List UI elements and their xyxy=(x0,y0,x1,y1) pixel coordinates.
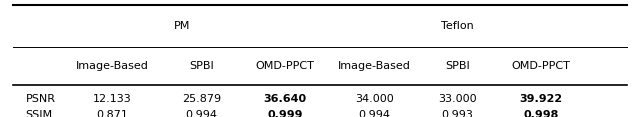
Text: 0.993: 0.993 xyxy=(442,110,474,117)
Text: 39.922: 39.922 xyxy=(519,94,563,104)
Text: 0.999: 0.999 xyxy=(267,110,303,117)
Text: 0.871: 0.871 xyxy=(96,110,128,117)
Text: SPBI: SPBI xyxy=(445,60,470,71)
Text: Image-Based: Image-Based xyxy=(338,60,411,71)
Text: 12.133: 12.133 xyxy=(93,94,131,104)
Text: 0.994: 0.994 xyxy=(186,110,218,117)
Text: Image-Based: Image-Based xyxy=(76,60,148,71)
Text: OMD-PPCT: OMD-PPCT xyxy=(255,60,314,71)
Text: Teflon: Teflon xyxy=(441,21,474,31)
Text: 0.994: 0.994 xyxy=(358,110,390,117)
Text: 33.000: 33.000 xyxy=(438,94,477,104)
Text: SPBI: SPBI xyxy=(189,60,214,71)
Text: OMD-PPCT: OMD-PPCT xyxy=(511,60,570,71)
Text: SSIM: SSIM xyxy=(26,110,52,117)
Text: 0.998: 0.998 xyxy=(523,110,559,117)
Text: PSNR: PSNR xyxy=(26,94,56,104)
Text: 36.640: 36.640 xyxy=(263,94,307,104)
Text: 34.000: 34.000 xyxy=(355,94,394,104)
Text: 25.879: 25.879 xyxy=(182,94,221,104)
Text: PM: PM xyxy=(174,21,191,31)
